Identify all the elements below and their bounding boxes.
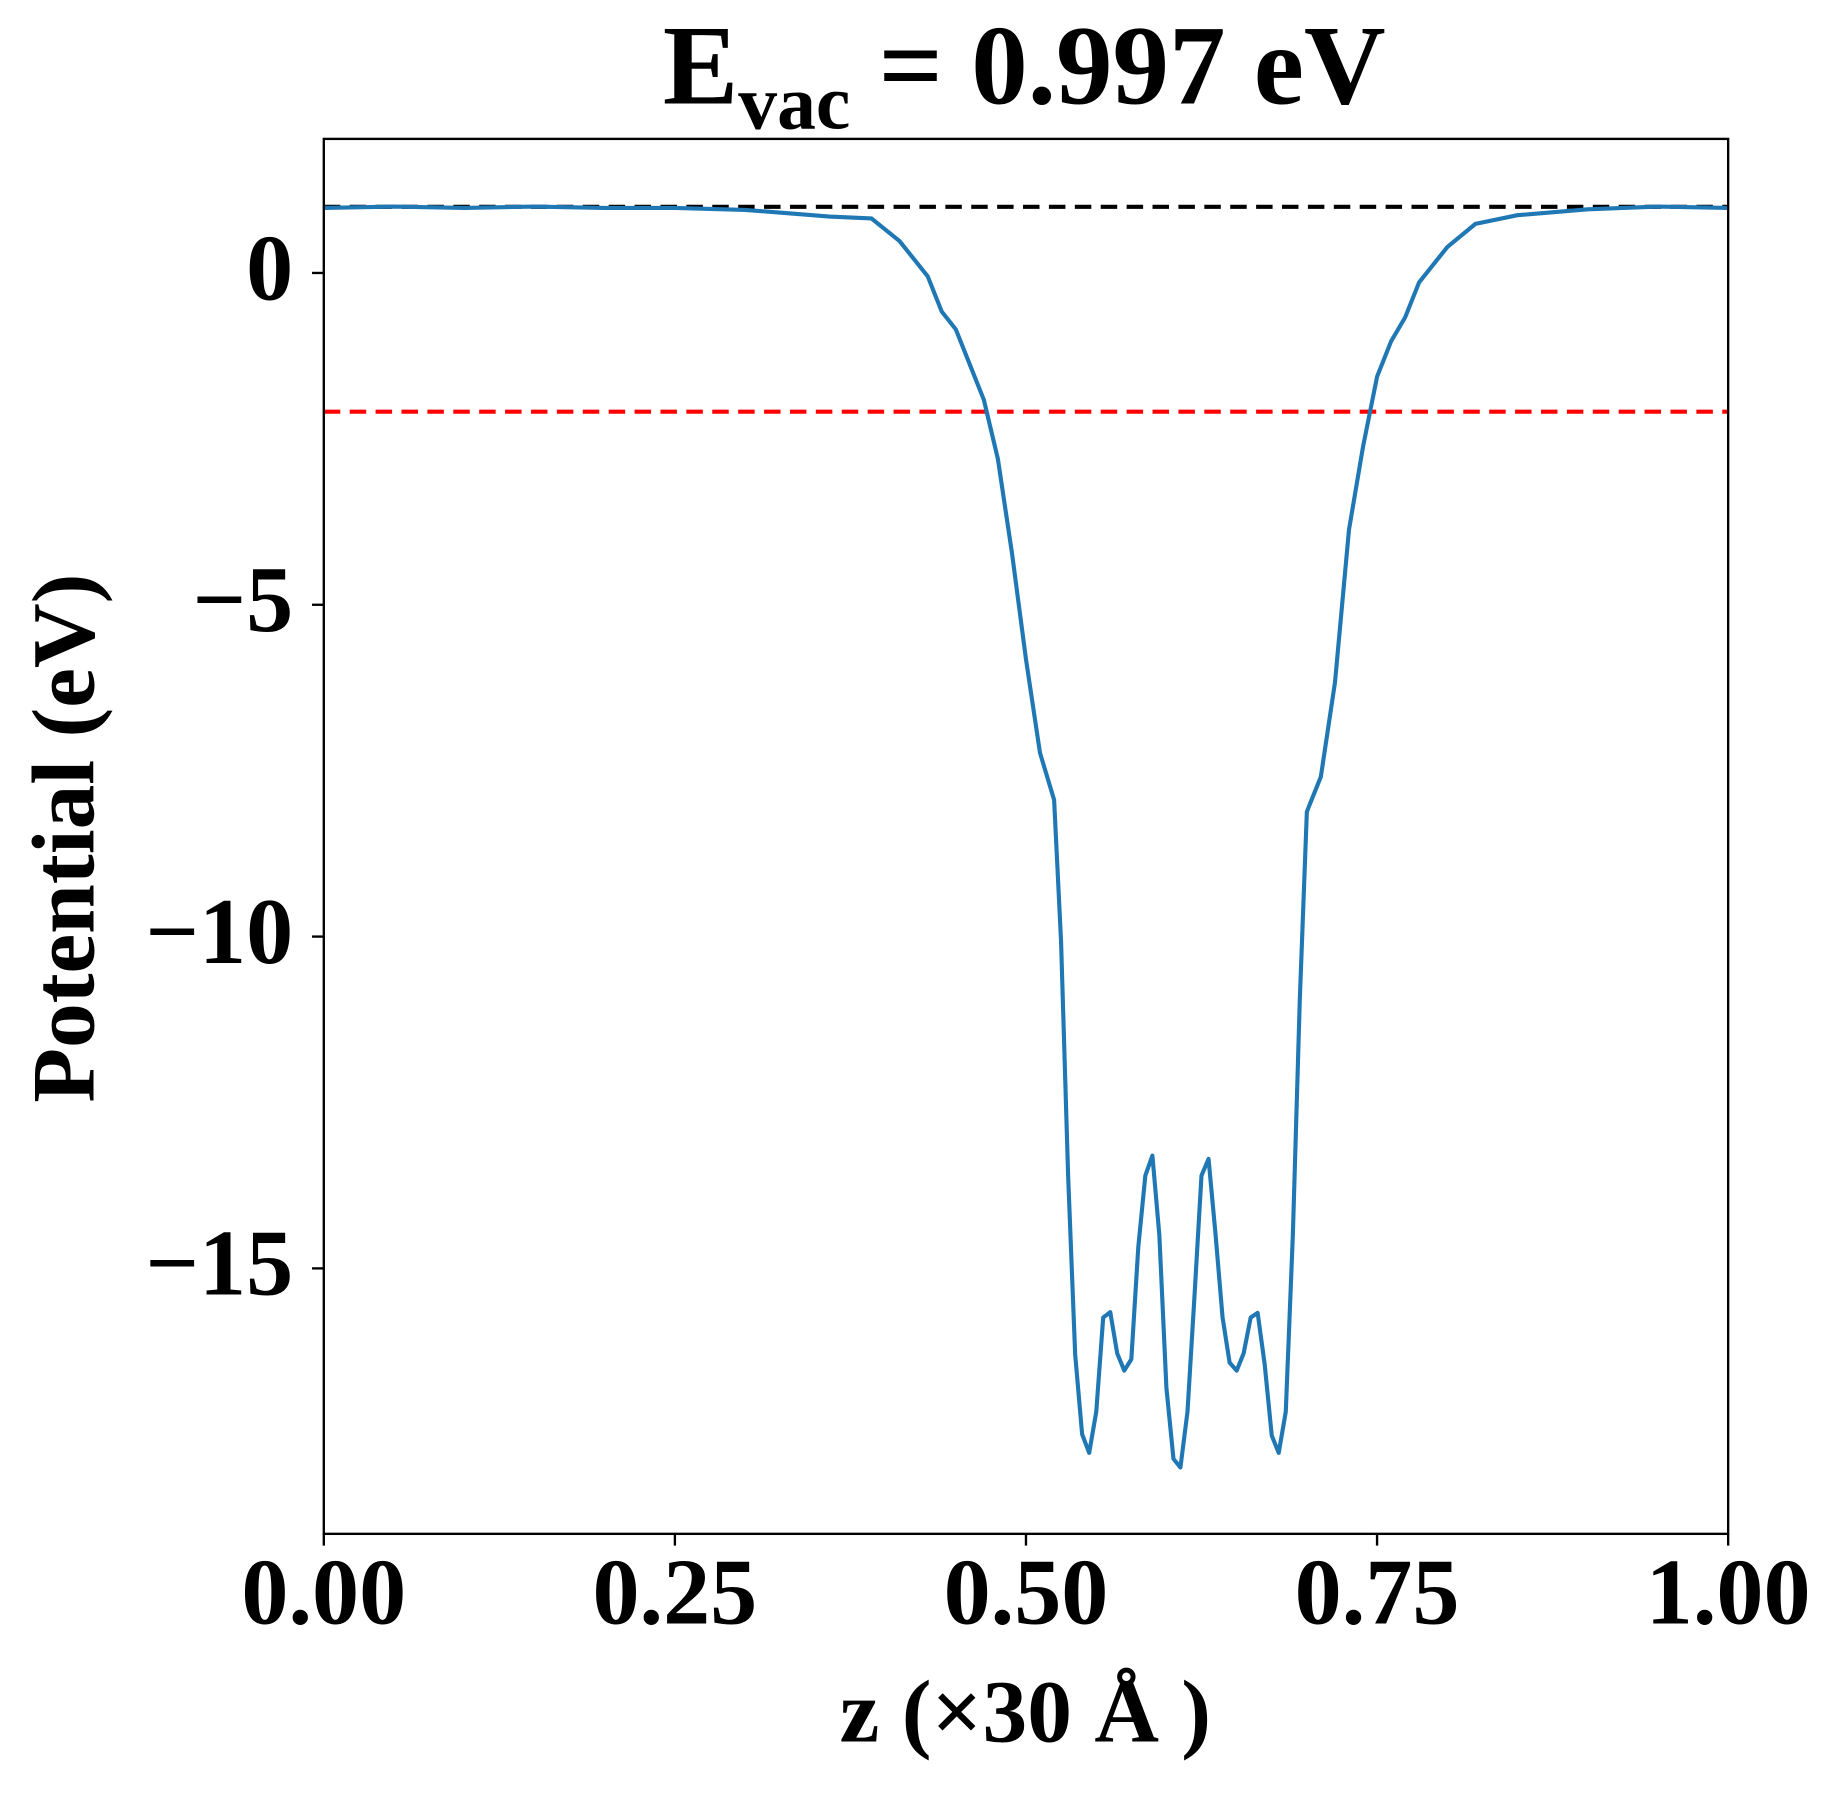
- x-tick-label: 0.00: [241, 1541, 406, 1645]
- y-axis-label: Potential (eV): [15, 574, 114, 1103]
- x-tick-label: 1.00: [1646, 1541, 1811, 1645]
- x-tick-label: 0.25: [592, 1541, 757, 1645]
- y-tick-label: −15: [145, 1212, 293, 1316]
- y-tick-label: −5: [192, 548, 293, 652]
- title-subscript: vac: [738, 59, 850, 145]
- x-axis-label: z (×30 Å ): [840, 1663, 1211, 1762]
- potential-line: [323, 204, 1729, 1470]
- x-tick-label: 0.50: [944, 1541, 1109, 1645]
- y-tick-label: −10: [145, 880, 293, 984]
- x-tick-label: 0.75: [1295, 1541, 1460, 1645]
- chart-title: Evac = 0.997 eV: [663, 4, 1386, 146]
- title-main: E: [663, 4, 738, 129]
- y-tick-label: 0: [246, 216, 293, 320]
- title-suffix: = 0.997 eV: [850, 4, 1385, 129]
- plot-frame: [322, 137, 1730, 1536]
